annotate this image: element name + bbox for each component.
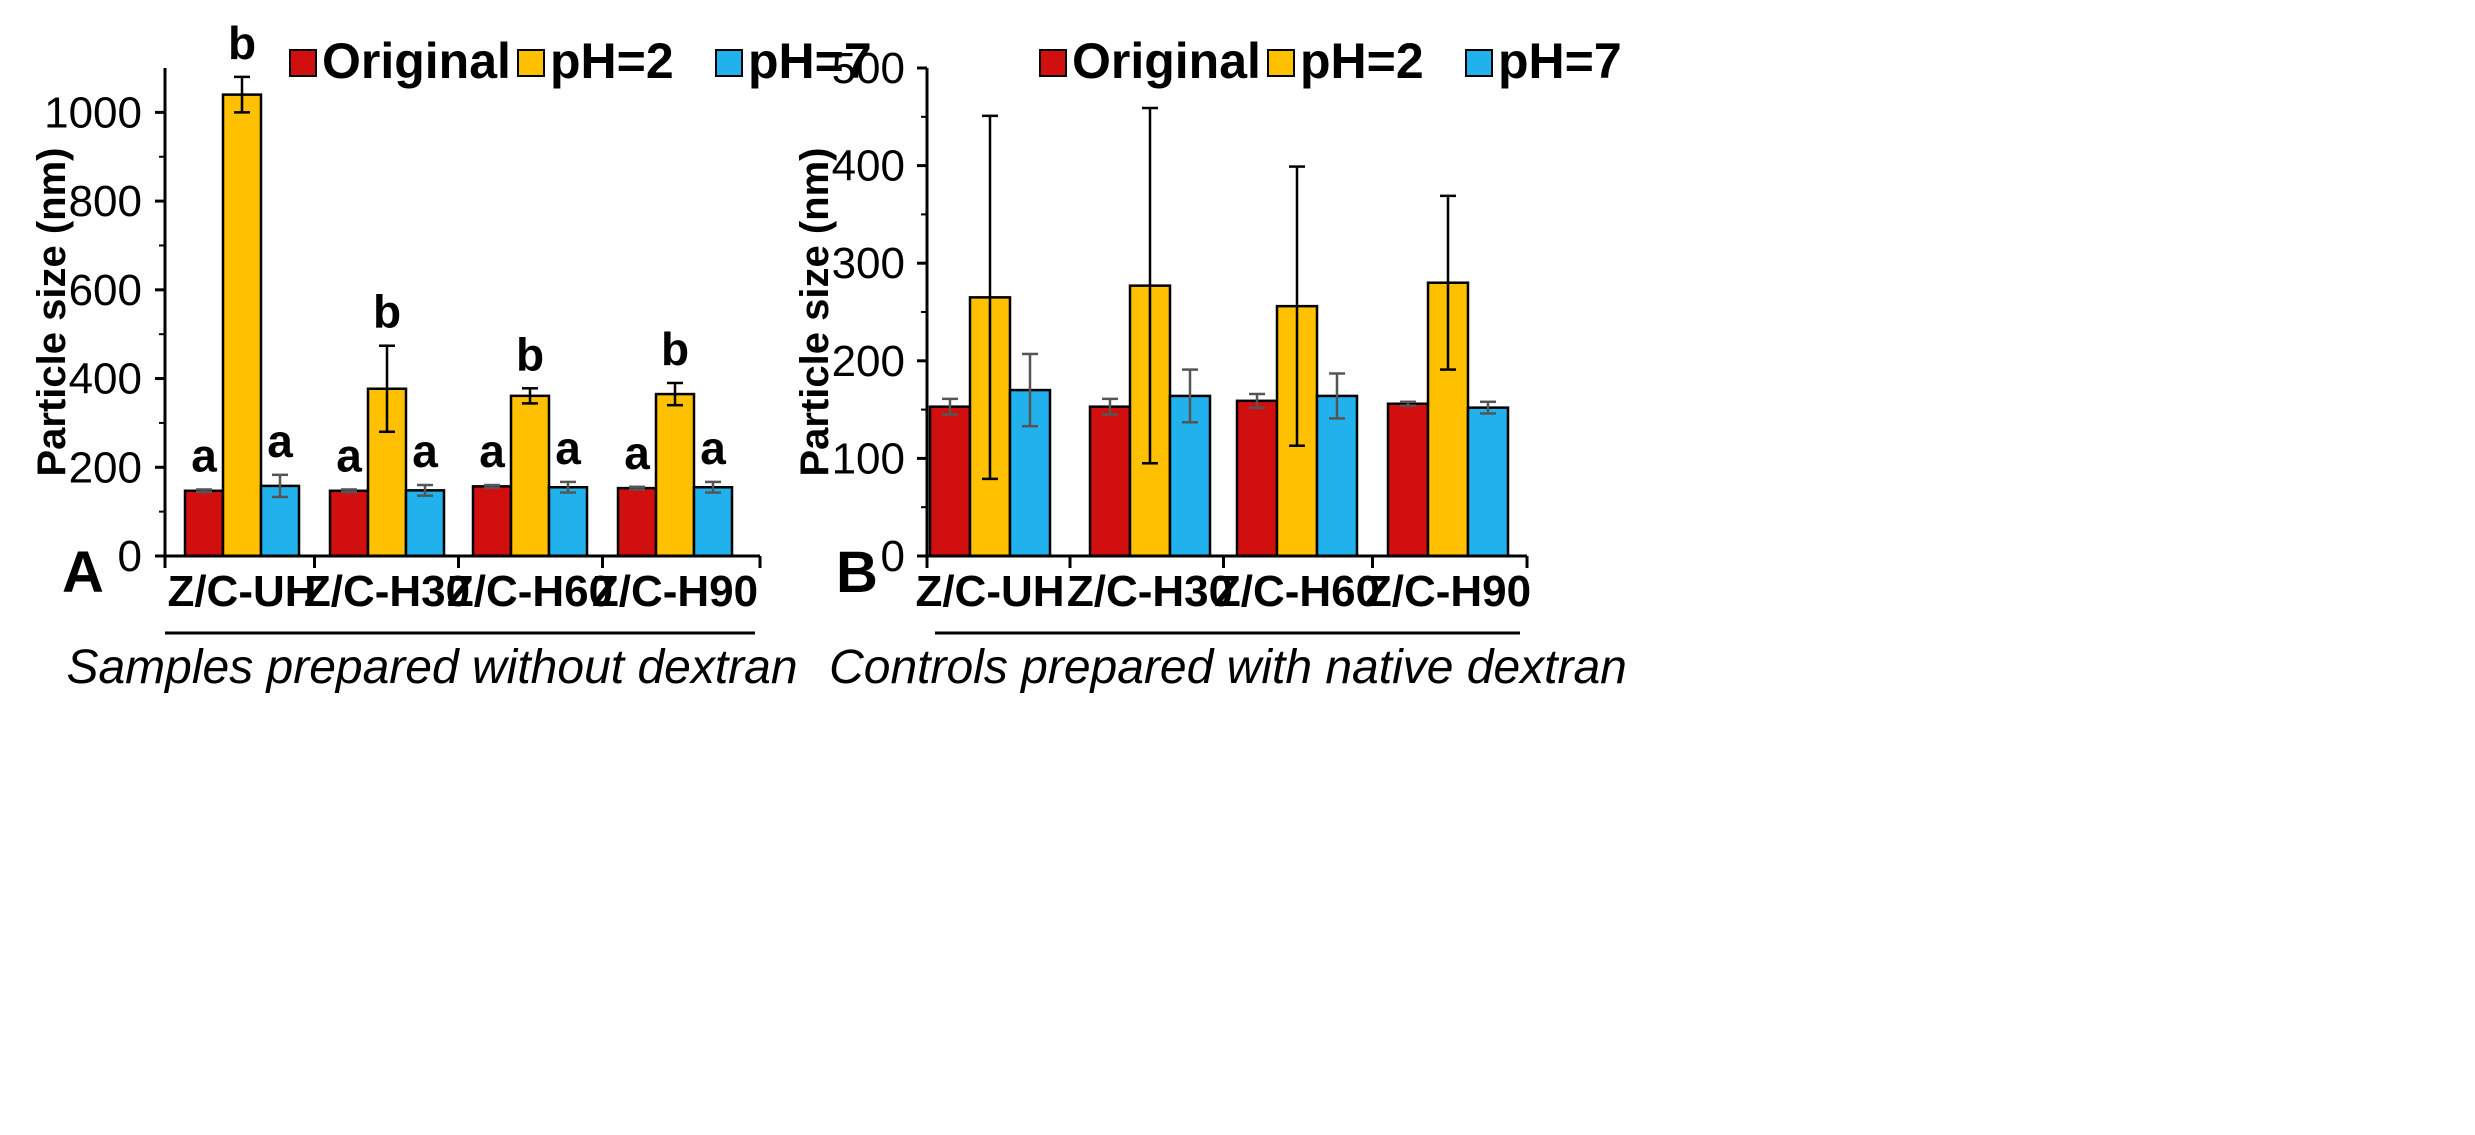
panel-b-y-tick-label-0: 0: [881, 532, 905, 581]
panel-a-sig-label-ph-2-z-c-h30: b: [373, 286, 401, 338]
panel-a-bar-original-z-c-h60: [471, 485, 513, 558]
panel-a-legend-swatch-original: [289, 49, 317, 77]
panel-a-y-tick-label-800: 800: [69, 177, 142, 226]
panel-a-sig-label-ph-7-z-c-h90: a: [700, 422, 726, 474]
panel-a-y-tick-label-200: 200: [69, 443, 142, 492]
panel-a-caption: Samples prepared without dextran: [66, 641, 797, 694]
panel-a: abaZ/C-UHabaZ/C-H30abaZ/C-H60abaZ/C-H900…: [30, 17, 872, 694]
panel-a-sig-label-ph-2-z-c-uh: b: [228, 17, 256, 69]
panel-a-y-tick-label-400: 400: [69, 355, 142, 404]
panel-a-y-tick-label-1000: 1000: [44, 88, 142, 137]
panel-b-legend-swatch-original: [1039, 49, 1067, 77]
panel-a-category-label-z-c-h60: Z/C-H60: [447, 567, 613, 616]
panel-b-bar-original-z-c-h90: [1386, 402, 1430, 558]
panel-a-legend-swatch-ph-2: [517, 49, 545, 77]
panel-a-bar-ph-7-z-c-h60: [547, 485, 589, 558]
panel-b-category-label-z-c-h30: Z/C-H30: [1067, 567, 1233, 616]
panel-b-legend-label-ph-7: pH=7: [1498, 33, 1622, 89]
panel-b-bar-ph-7-z-c-h90: [1466, 406, 1510, 558]
panel-a-bar-ph-2-z-c-h90: [654, 392, 696, 558]
panel-a-category-label-z-c-h90: Z/C-H90: [592, 567, 758, 616]
panel-a-sig-label-ph-2-z-c-h60: b: [516, 328, 544, 380]
panel-b-y-axis-title: Particle size (nm): [793, 147, 837, 476]
panel-a-panel-letter: A: [62, 540, 104, 605]
panel-a-y-axis-title: Particle size (nm): [30, 147, 74, 476]
panel-a-sig-label-original-z-c-uh: a: [191, 429, 217, 481]
panel-b-y-tick-label-300: 300: [832, 239, 905, 288]
panel-a-sig-label-ph-7-z-c-h30: a: [412, 425, 438, 477]
panel-a-bar-original-z-c-uh: [183, 489, 225, 558]
panel-a-sig-label-original-z-c-h30: a: [336, 429, 362, 481]
panel-b-legend-swatch-ph-7: [1465, 49, 1493, 77]
panel-b-y-tick-label-400: 400: [832, 142, 905, 191]
panel-a-bar-original-z-c-h30: [328, 489, 370, 558]
panel-a-bar-original-z-c-h90: [616, 486, 658, 558]
panel-a-sig-label-ph-7-z-c-h60: a: [555, 422, 581, 474]
panel-b-y-tick-label-100: 100: [832, 434, 905, 483]
panel-b-caption: Controls prepared with native dextran: [829, 641, 1627, 694]
panel-a-sig-label-ph-7-z-c-uh: a: [267, 415, 293, 467]
panel-b-panel-letter: B: [836, 540, 878, 605]
panel-a-legend-label-ph-2: pH=2: [550, 33, 674, 89]
panel-a-bar-ph-7-z-c-h30: [404, 489, 446, 558]
panel-b-bar-original-z-c-h60: [1235, 399, 1279, 558]
panel-b-legend-label-original: Original: [1072, 33, 1261, 89]
panel-a-sig-label-original-z-c-h60: a: [479, 425, 505, 477]
panel-b-bar-original-z-c-uh: [928, 405, 972, 558]
panel-a-y-tick-label-0: 0: [118, 532, 142, 581]
panel-a-legend-label-original: Original: [322, 33, 511, 89]
panel-a-category-label-z-c-h30: Z/C-H30: [304, 567, 470, 616]
panel-b-category-label-z-c-h90: Z/C-H90: [1365, 567, 1531, 616]
panel-a-bar-ph-7-z-c-h90: [692, 485, 734, 558]
panel-a-sig-label-ph-2-z-c-h90: b: [661, 323, 689, 375]
panel-b-legend-label-ph-2: pH=2: [1300, 33, 1424, 89]
panel-a-bar-ph-2-z-c-uh: [221, 93, 263, 558]
panel-a-legend-swatch-ph-7: [715, 49, 743, 77]
panel-b-category-label-z-c-uh: Z/C-UH: [915, 567, 1064, 616]
panel-b-legend-swatch-ph-2: [1267, 49, 1295, 77]
panel-b-bar-ph-7-z-c-h60: [1315, 394, 1359, 558]
panel-a-bar-ph-2-z-c-h60: [509, 394, 551, 558]
panel-a-category-label-z-c-uh: Z/C-UH: [167, 567, 316, 616]
panel-b-y-tick-label-500: 500: [832, 44, 905, 93]
panel-a-legend-label-ph-7: pH=7: [748, 33, 872, 89]
panel-a-y-tick-label-600: 600: [69, 266, 142, 315]
panel-a-sig-label-original-z-c-h90: a: [624, 427, 650, 479]
panel-b-bar-original-z-c-h30: [1088, 405, 1132, 558]
panel-b-category-label-z-c-h60: Z/C-H60: [1214, 567, 1380, 616]
panel-b-y-tick-label-200: 200: [832, 337, 905, 386]
